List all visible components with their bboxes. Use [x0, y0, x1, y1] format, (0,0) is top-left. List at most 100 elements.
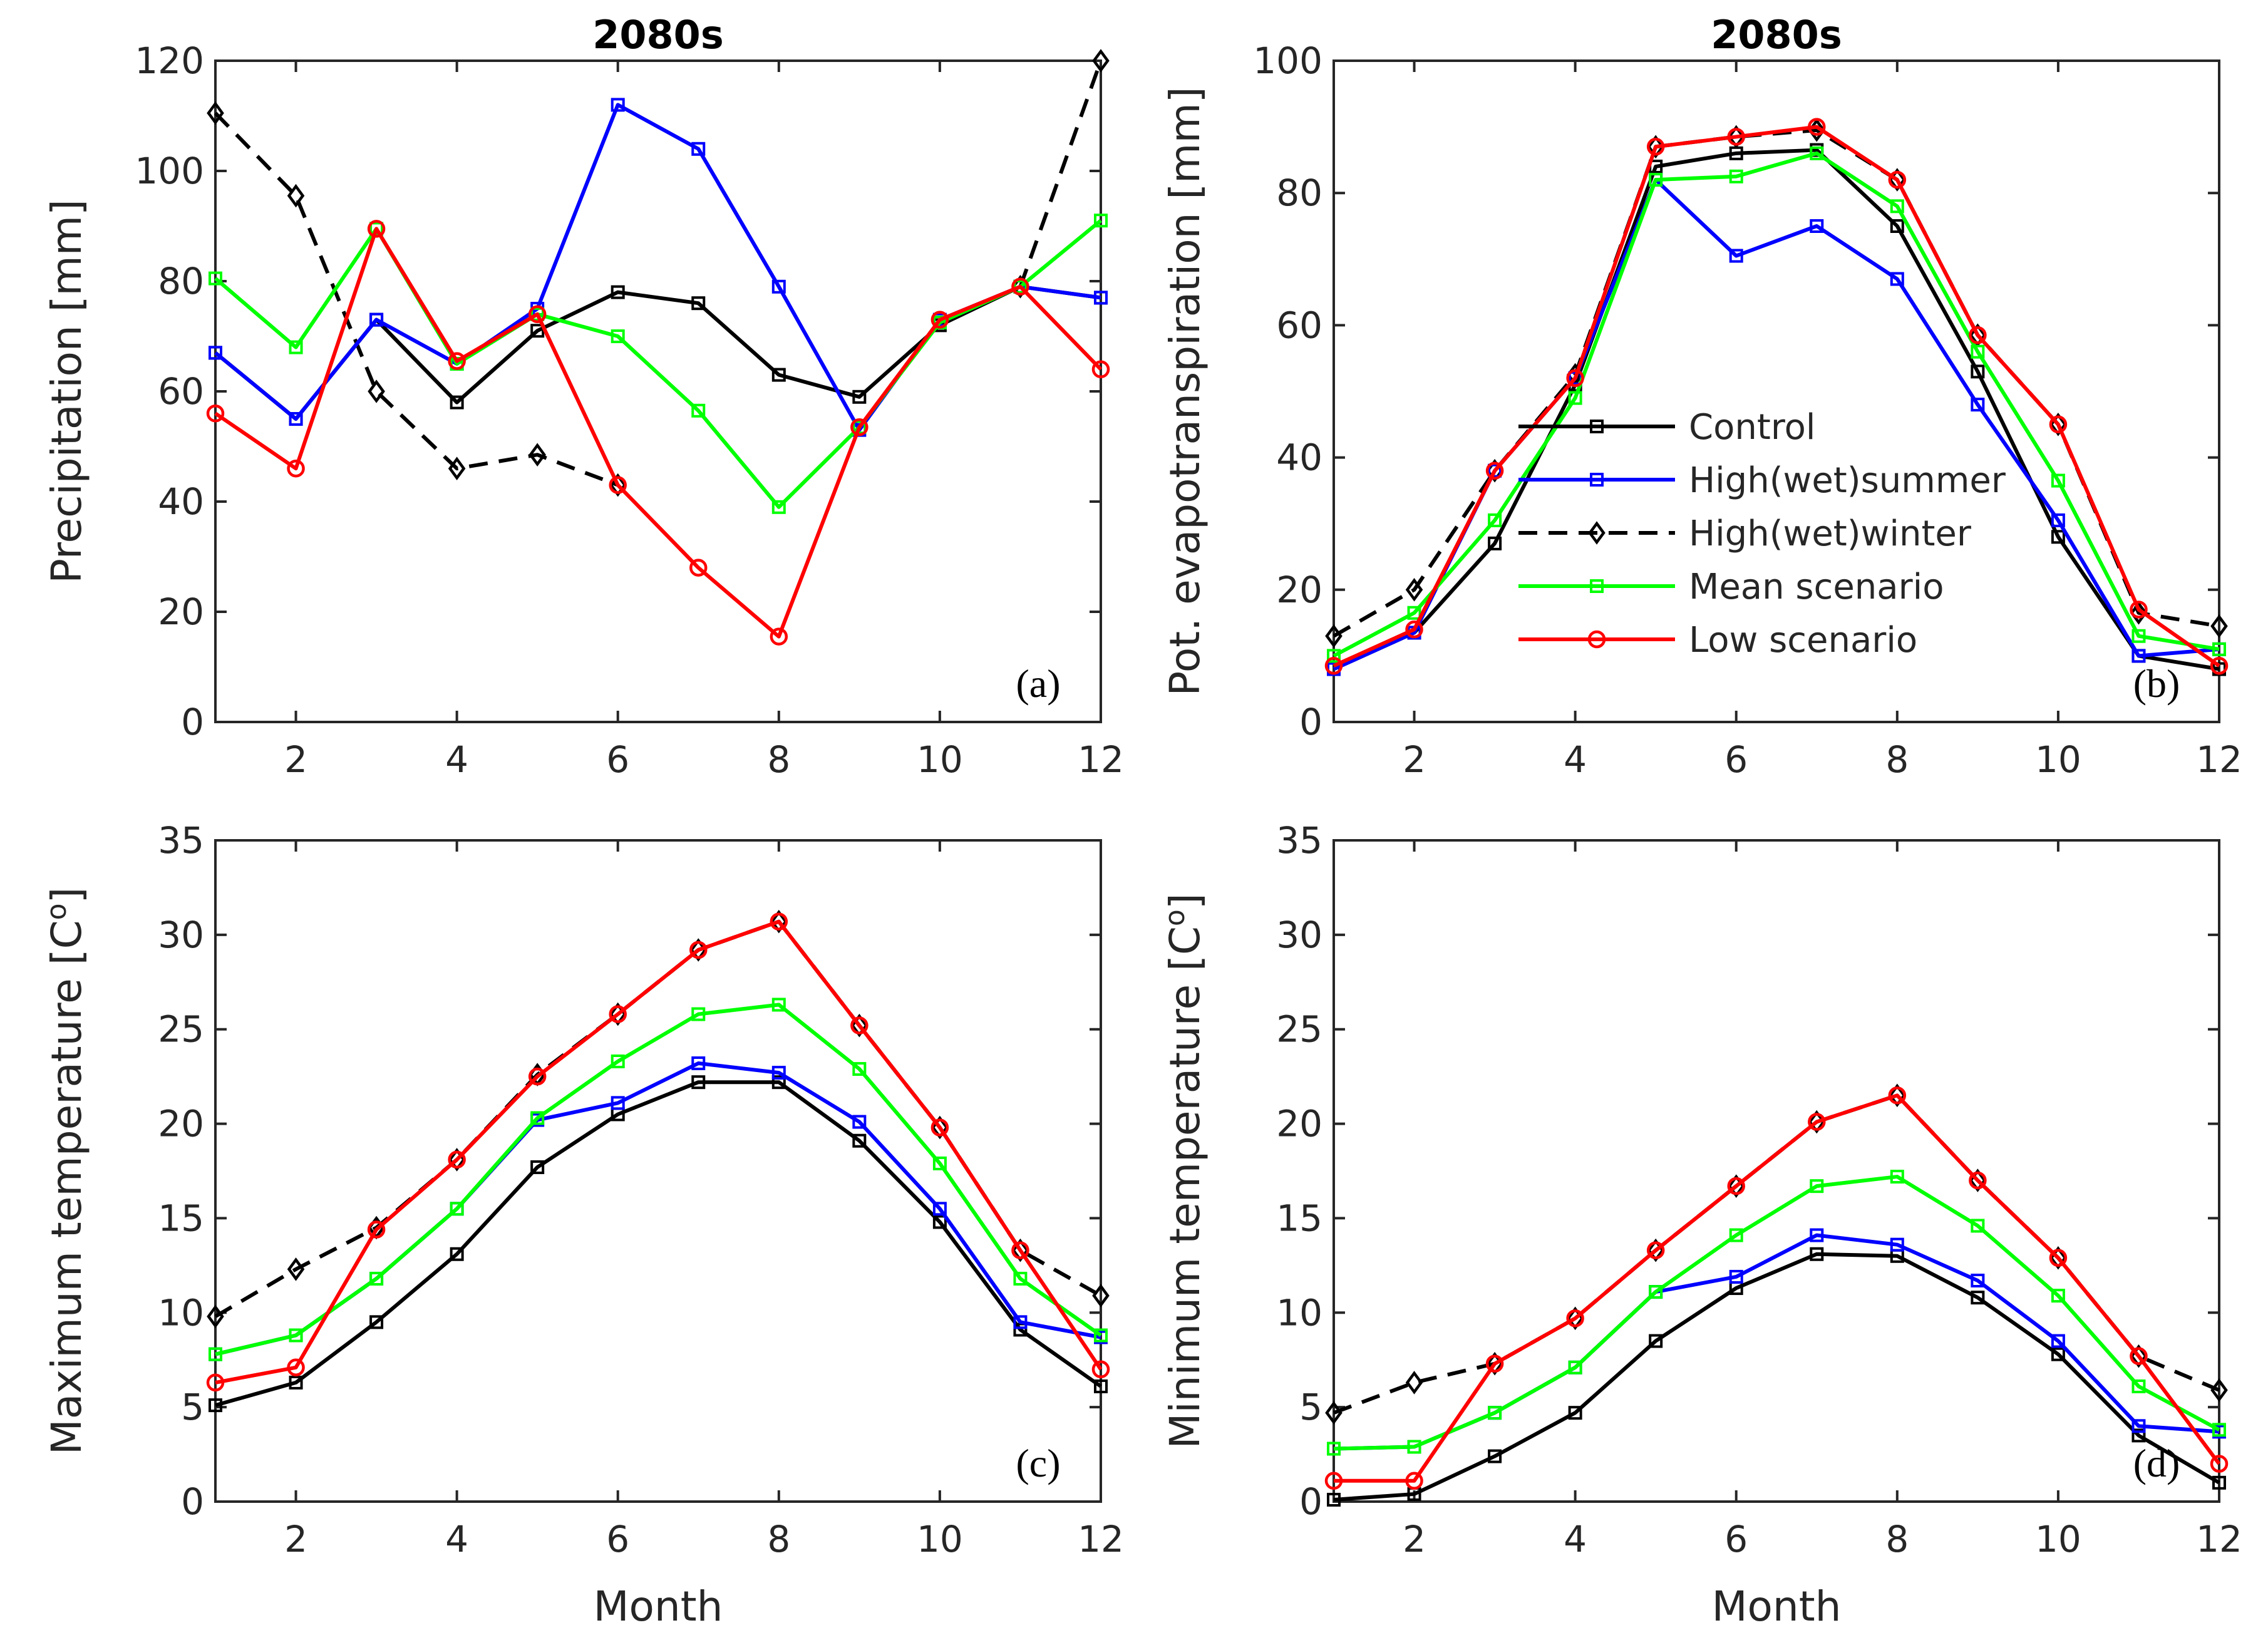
data-point-high_winter — [207, 101, 224, 125]
x-tick-label: 10 — [2035, 1518, 2081, 1560]
y-tick-label: 15 — [1276, 1197, 1322, 1239]
data-point-high_summer — [1094, 291, 1108, 305]
y-axis-label: Pot. evapotranspiration [mm] — [1161, 86, 1209, 696]
data-point-high_winter — [287, 1257, 305, 1281]
legend-label-control: Control — [1689, 407, 1815, 448]
data-point-low — [287, 459, 305, 478]
data-point-high_summer — [209, 346, 222, 360]
x-tick-label: 2 — [284, 738, 307, 781]
data-point-mean — [852, 420, 867, 435]
data-point-mean — [1890, 199, 1904, 214]
series-line-mean — [1333, 1175, 2220, 1451]
data-point-control — [1971, 364, 1985, 379]
x-tick-label: 4 — [1564, 1518, 1587, 1560]
y-tick-label: 5 — [181, 1386, 204, 1428]
data-point-high_summer — [1729, 1269, 1743, 1284]
data-point-control — [2131, 1428, 2146, 1443]
data-point-low — [2130, 601, 2148, 619]
data-point-control — [1327, 1492, 1341, 1507]
data-point-low — [850, 1016, 869, 1034]
data-point-control — [1810, 1247, 1824, 1261]
x-tick-label: 2 — [1403, 1518, 1426, 1560]
data-point-high_summer — [2131, 1419, 2146, 1433]
data-point-control — [369, 1315, 384, 1329]
data-point-high_summer — [369, 312, 384, 327]
data-point-low — [930, 311, 949, 329]
data-point-mean — [1013, 279, 1028, 294]
data-point-control — [852, 389, 867, 404]
data-point-low — [850, 418, 869, 436]
legend-marker-mean — [1590, 579, 1604, 593]
data-point-low — [367, 1220, 386, 1239]
data-point-low — [287, 1358, 305, 1377]
data-point-high_summer — [771, 1066, 786, 1080]
panel-letter: (d) — [2133, 1441, 2180, 1485]
data-point-mean — [1488, 1406, 1502, 1420]
data-point-mean — [1971, 344, 1985, 359]
data-point-control — [1094, 1379, 1108, 1393]
data-point-mean — [1568, 391, 1582, 405]
x-tick-label: 8 — [767, 1518, 790, 1560]
series-line-control — [1333, 1252, 2220, 1502]
data-point-control — [1971, 1291, 1985, 1305]
data-point-control — [209, 1398, 222, 1413]
data-point-mean — [1729, 1228, 1743, 1242]
data-point-mean — [450, 1202, 464, 1216]
data-point-control — [2051, 1347, 2065, 1361]
data-point-mean — [1407, 606, 1421, 620]
data-point-control — [611, 285, 625, 299]
y-axis-label-text: Maximum temperature [C — [43, 920, 91, 1455]
data-point-low — [528, 305, 547, 324]
data-point-control — [2051, 530, 2065, 544]
data-point-mean — [530, 307, 545, 321]
y-axis-label-superscript: o — [41, 903, 73, 920]
data-point-high_summer — [852, 1115, 867, 1129]
data-point-high_winter — [1092, 1284, 1110, 1307]
y-tick-label: 20 — [1276, 569, 1322, 611]
data-point-low — [1727, 1177, 1745, 1195]
data-point-low — [1888, 1086, 1907, 1105]
data-point-control — [852, 1133, 867, 1148]
data-point-high_winter — [1969, 323, 1987, 348]
data-point-high_summer — [691, 1056, 706, 1071]
data-point-low — [1405, 620, 1423, 639]
y-axis-label: Precipitation [mm] — [43, 199, 91, 584]
data-point-control — [771, 1075, 786, 1090]
y-tick-label: 40 — [1276, 436, 1322, 479]
data-point-high_summer — [1890, 1237, 1904, 1252]
data-point-control — [1649, 1334, 1663, 1348]
y-axis-label: Maximum temperature [Co] — [41, 887, 91, 1455]
data-point-control — [450, 1247, 464, 1261]
y-tick-label: 20 — [1276, 1103, 1322, 1145]
data-point-mean — [1327, 649, 1341, 663]
series-line-low — [1334, 1093, 2221, 1483]
data-point-mean — [1890, 1170, 1904, 1184]
legend-label-high_winter: High(wet)winter — [1689, 513, 1972, 554]
series-line-low — [1332, 125, 2220, 668]
y-axis-label-end: ] — [43, 887, 91, 904]
data-point-mean — [1094, 1328, 1108, 1343]
data-point-low — [1324, 656, 1343, 675]
x-tick-label: 12 — [1078, 1518, 1124, 1560]
data-point-high_winter — [528, 443, 546, 467]
data-point-low — [1566, 369, 1584, 388]
series-line-mean — [214, 219, 1102, 509]
data-point-high_winter — [770, 909, 788, 934]
data-point-control — [1013, 1323, 1028, 1337]
data-point-low — [609, 476, 627, 494]
data-point-low — [1405, 1472, 1423, 1490]
x-tick-label: 8 — [767, 738, 790, 781]
data-point-high_winter — [2210, 614, 2228, 638]
data-point-mean — [611, 1055, 625, 1069]
data-point-control — [1568, 1406, 1582, 1420]
data-point-low — [1324, 1472, 1343, 1490]
legend-marker-high_winter — [1588, 521, 1606, 545]
data-point-mean — [1729, 169, 1743, 183]
data-point-low — [1011, 277, 1029, 296]
data-point-low — [2210, 656, 2229, 675]
x-tick-label: 12 — [1078, 738, 1124, 781]
data-point-low — [1011, 1241, 1029, 1259]
series-group — [206, 909, 1110, 1413]
y-tick-label: 80 — [1276, 172, 1322, 214]
data-point-mean — [1013, 1271, 1028, 1286]
